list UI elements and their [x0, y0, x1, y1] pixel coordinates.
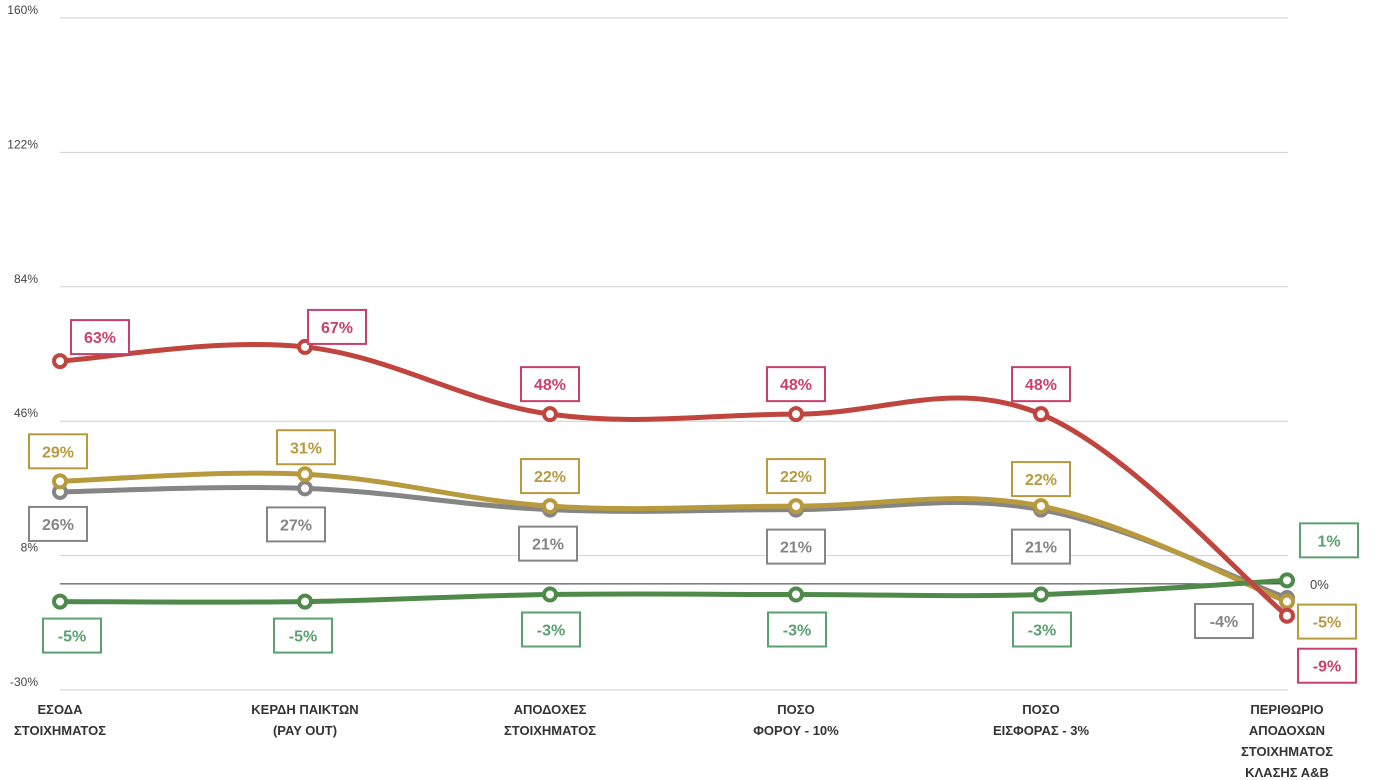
svg-text:67%: 67%: [321, 320, 353, 337]
svg-text:-5%: -5%: [289, 629, 317, 646]
data-label: 22%: [1011, 461, 1071, 498]
series-line: [57, 470, 1290, 605]
data-label: -9%: [1297, 647, 1357, 684]
svg-text:22%: 22%: [1025, 472, 1057, 489]
data-label: 21%: [518, 525, 578, 562]
data-label: -3%: [767, 611, 827, 648]
svg-text:1%: 1%: [1317, 533, 1340, 550]
x-axis: ΕΣΟΔΑ ΣΤΟΙΧΗΜΑΤΟΣ ΚΕΡΔΗ ΠΑΙΚΤΩΝ (PAY OUT) ΑΠ…: [14, 702, 1333, 780]
data-point: [788, 586, 804, 603]
data-labels: 63% 67% 48% 48% 48% -9% 29% 31% 22% 22% 22% -5% 26% 2…: [28, 308, 1359, 684]
series-line: [57, 341, 1290, 619]
data-label: 48%: [1011, 366, 1071, 403]
data-point: [52, 593, 68, 610]
svg-text:-9%: -9%: [1313, 659, 1341, 676]
svg-text:-5%: -5%: [58, 629, 86, 646]
data-label: 21%: [766, 528, 826, 565]
x-tick-label: ΠΟΣΟ ΦΟΡΟΥ - 10%: [753, 702, 839, 738]
data-label: 63%: [70, 319, 130, 356]
y-tick-label: -30%: [10, 675, 38, 689]
data-point: [542, 586, 558, 603]
y-tick-label: 84%: [14, 272, 38, 286]
data-point: [542, 498, 558, 515]
data-label: 21%: [1011, 528, 1071, 565]
data-point: [52, 353, 68, 370]
svg-text:-3%: -3%: [1028, 623, 1056, 640]
data-label: -3%: [521, 611, 581, 648]
svg-text:22%: 22%: [780, 469, 812, 486]
data-label: 48%: [520, 366, 580, 403]
y-tick-label: 160%: [7, 3, 38, 17]
svg-text:21%: 21%: [780, 540, 812, 557]
svg-text:31%: 31%: [290, 440, 322, 457]
svg-text:21%: 21%: [1025, 540, 1057, 557]
data-label: -5%: [42, 617, 102, 654]
series-lines: [57, 341, 1290, 619]
data-point: [1279, 607, 1295, 624]
data-point: [297, 466, 313, 483]
data-label: 27%: [266, 506, 326, 543]
svg-text:-5%: -5%: [1313, 615, 1341, 632]
data-label: 22%: [520, 458, 580, 495]
data-point: [1033, 406, 1049, 423]
data-label: 31%: [276, 429, 336, 466]
data-label: 67%: [307, 308, 367, 345]
data-point: [297, 480, 313, 497]
svg-text:48%: 48%: [1025, 377, 1057, 394]
y-tick-label: 8%: [21, 541, 39, 555]
data-label: 26%: [28, 505, 88, 542]
data-point: [1033, 498, 1049, 515]
series-points: [52, 338, 1295, 624]
data-label: 29%: [28, 433, 88, 470]
data-label: -5%: [273, 617, 333, 654]
svg-text:27%: 27%: [280, 517, 312, 534]
data-point: [1279, 572, 1295, 589]
zero-label: 0%: [1310, 577, 1329, 592]
y-axis: 160% 122% 84% 46% 8% -30% 0%: [7, 3, 1329, 689]
data-point: [788, 406, 804, 423]
data-label: 22%: [766, 458, 826, 495]
data-label: 1%: [1299, 522, 1359, 559]
data-label: 48%: [766, 366, 826, 403]
data-point: [1279, 593, 1295, 610]
x-tick-label: ΚΕΡΔΗ ΠΑΙΚΤΩΝ (PAY OUT): [251, 702, 358, 738]
data-label: -5%: [1297, 603, 1357, 640]
svg-text:26%: 26%: [42, 517, 74, 534]
x-tick-label: ΕΣΟΔΑ ΣΤΟΙΧΗΜΑΤΟΣ: [14, 702, 106, 738]
data-point: [788, 498, 804, 515]
data-point: [297, 593, 313, 610]
y-tick-label: 46%: [14, 406, 38, 420]
svg-text:-4%: -4%: [1210, 614, 1238, 631]
grid: [60, 17, 1288, 691]
x-tick-label: ΑΠΟΔΟΧΕΣ ΣΤΟΙΧΗΜΑΤΟΣ: [504, 702, 596, 738]
y-tick-label: 122%: [7, 137, 38, 151]
svg-text:-3%: -3%: [537, 623, 565, 640]
data-point: [1033, 586, 1049, 603]
svg-text:22%: 22%: [534, 469, 566, 486]
svg-text:29%: 29%: [42, 444, 74, 461]
data-label: -3%: [1012, 611, 1072, 648]
x-tick-label: ΠΟΣΟ ΕΙΣΦΟΡΑΣ - 3%: [993, 702, 1090, 738]
data-point: [542, 406, 558, 423]
svg-text:48%: 48%: [780, 377, 812, 394]
svg-text:48%: 48%: [534, 377, 566, 394]
series-line: [57, 577, 1290, 605]
x-tick-label: ΠΕΡΙΘΩΡΙΟ ΑΠΟΔΟΧΩΝ ΣΤΟΙΧΗΜΑΤΟΣ ΚΛΑΣΗΣ Α&Β: [1241, 702, 1333, 780]
svg-text:-3%: -3%: [783, 623, 811, 640]
svg-text:63%: 63%: [84, 330, 116, 347]
data-point: [52, 473, 68, 490]
svg-text:21%: 21%: [532, 537, 564, 554]
series-line: [57, 484, 1290, 601]
data-label: -4%: [1194, 603, 1254, 640]
